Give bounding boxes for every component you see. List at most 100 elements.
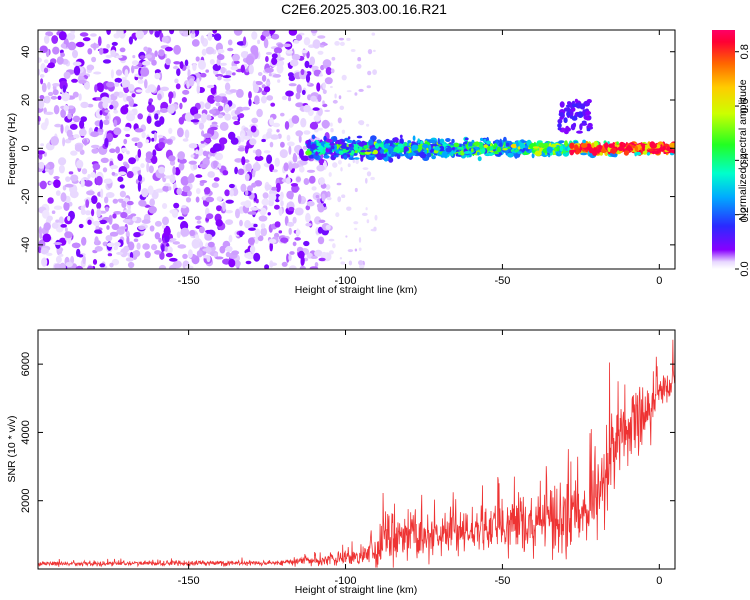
colorbar-tick-label: 0.6: [739, 98, 750, 113]
heatmap-cell: [184, 129, 190, 139]
heatmap-cell: [162, 203, 168, 209]
heatmap-cell: [193, 164, 198, 170]
heatmap-cell: [279, 149, 288, 159]
heatmap-cell: [141, 131, 146, 139]
heatmap-cell: [576, 112, 582, 117]
heatmap-cell: [367, 49, 373, 55]
heatmap-cell: [363, 145, 368, 149]
heatmap-cell: [117, 198, 125, 202]
heatmap-cell: [95, 175, 103, 186]
heatmap-cell: [272, 122, 281, 128]
heatmap-cell: [320, 64, 325, 71]
heatmap-cell: [43, 59, 49, 64]
heatmap-cell: [137, 181, 141, 192]
heatmap-cell: [247, 185, 253, 193]
heatmap-cell: [243, 127, 249, 132]
heatmap-cell: [274, 157, 280, 167]
heatmap-cell: [233, 120, 241, 126]
heatmap-cell: [65, 261, 73, 268]
heatmap-cell: [158, 237, 162, 243]
colorbar-gradient: [712, 30, 735, 269]
heatmap-cell: [126, 113, 136, 122]
heatmap-cell: [201, 113, 207, 123]
heatmap-cell: [158, 166, 166, 174]
heatmap-cell: [586, 128, 591, 132]
heatmap-cell: [213, 97, 219, 101]
heatmap-cell: [190, 106, 199, 116]
heatmap-cell: [72, 115, 81, 123]
colorbar-tick-label: 0.4: [739, 153, 750, 168]
heatmap-cell: [127, 241, 135, 251]
heatmap-cell: [522, 147, 526, 152]
heatmap-cell: [389, 140, 394, 145]
heatmap-cell: [238, 113, 245, 119]
heatmap-cell: [330, 122, 333, 127]
heatmap-cell: [260, 95, 267, 104]
heatmap-cell: [318, 177, 325, 185]
heatmap-cell: [341, 194, 346, 198]
heatmap-cell: [68, 201, 73, 207]
heatmap-cell: [123, 138, 128, 145]
heatmap-cell: [316, 82, 321, 92]
heatmap-cell: [38, 150, 45, 155]
heatmap-cell: [115, 146, 120, 154]
heatmap-cell: [263, 31, 270, 37]
heatmap-cell: [200, 35, 205, 44]
heatmap-cell: [250, 45, 259, 55]
heatmap-cell: [303, 37, 311, 46]
heatmap-cell: [107, 253, 113, 257]
heatmap-cell: [312, 39, 321, 49]
heatmap-cell: [180, 227, 190, 237]
heatmap-cell: [53, 242, 63, 245]
heatmap-cell: [338, 37, 345, 41]
heatmap-cell: [254, 228, 261, 238]
heatmap-cell: [380, 153, 387, 158]
heatmap-cell: [161, 244, 165, 252]
heatmap-cell: [318, 257, 326, 262]
heatmap-cell: [584, 110, 592, 116]
heatmap-cell: [113, 127, 122, 136]
heatmap-cell: [317, 204, 325, 213]
heatmap-cell: [321, 193, 326, 202]
x-tick-label: 0: [656, 275, 662, 287]
heatmap-cell: [357, 57, 362, 62]
heatmap-cell: [47, 81, 51, 90]
heatmap-cell: [353, 145, 359, 151]
heatmap-cell: [314, 249, 323, 257]
heatmap-cell: [261, 198, 270, 206]
heatmap-cell: [229, 89, 238, 93]
heatmap-cell: [347, 136, 351, 140]
heatmap-cell: [158, 141, 165, 149]
heatmap-cell: [265, 56, 269, 63]
heatmap-cell: [94, 229, 102, 234]
heatmap-cell: [105, 192, 115, 198]
heatmap-cell: [366, 85, 371, 89]
heatmap-cell: [478, 142, 484, 150]
snr-background: [38, 330, 675, 569]
heatmap-cell: [83, 138, 88, 146]
heatmap-cell: [270, 102, 276, 107]
heatmap-cell: [58, 31, 67, 41]
heatmap-cell: [234, 158, 243, 163]
heatmap-cell: [356, 135, 363, 139]
heatmap-cell: [365, 177, 368, 184]
heatmap-cell: [557, 118, 563, 124]
heatmap-cell: [556, 145, 560, 152]
heatmap-cell: [214, 256, 224, 260]
heatmap-cell: [360, 150, 367, 153]
heatmap-cell: [140, 67, 150, 77]
heatmap-cell: [274, 204, 280, 210]
heatmap-cell: [41, 257, 48, 267]
heatmap-cell: [451, 147, 455, 150]
heatmap-cell: [176, 68, 181, 77]
spectrogram-heatmap: [38, 30, 675, 269]
heatmap-cell: [139, 55, 146, 59]
heatmap-cell: [312, 107, 320, 111]
heatmap-cell: [204, 187, 211, 195]
heatmap-cell: [62, 85, 67, 93]
heatmap-cell: [169, 174, 176, 184]
heatmap-cell: [365, 207, 368, 211]
heatmap-cell: [314, 262, 319, 268]
heatmap-cell: [227, 47, 234, 52]
heatmap-cell: [213, 160, 218, 169]
